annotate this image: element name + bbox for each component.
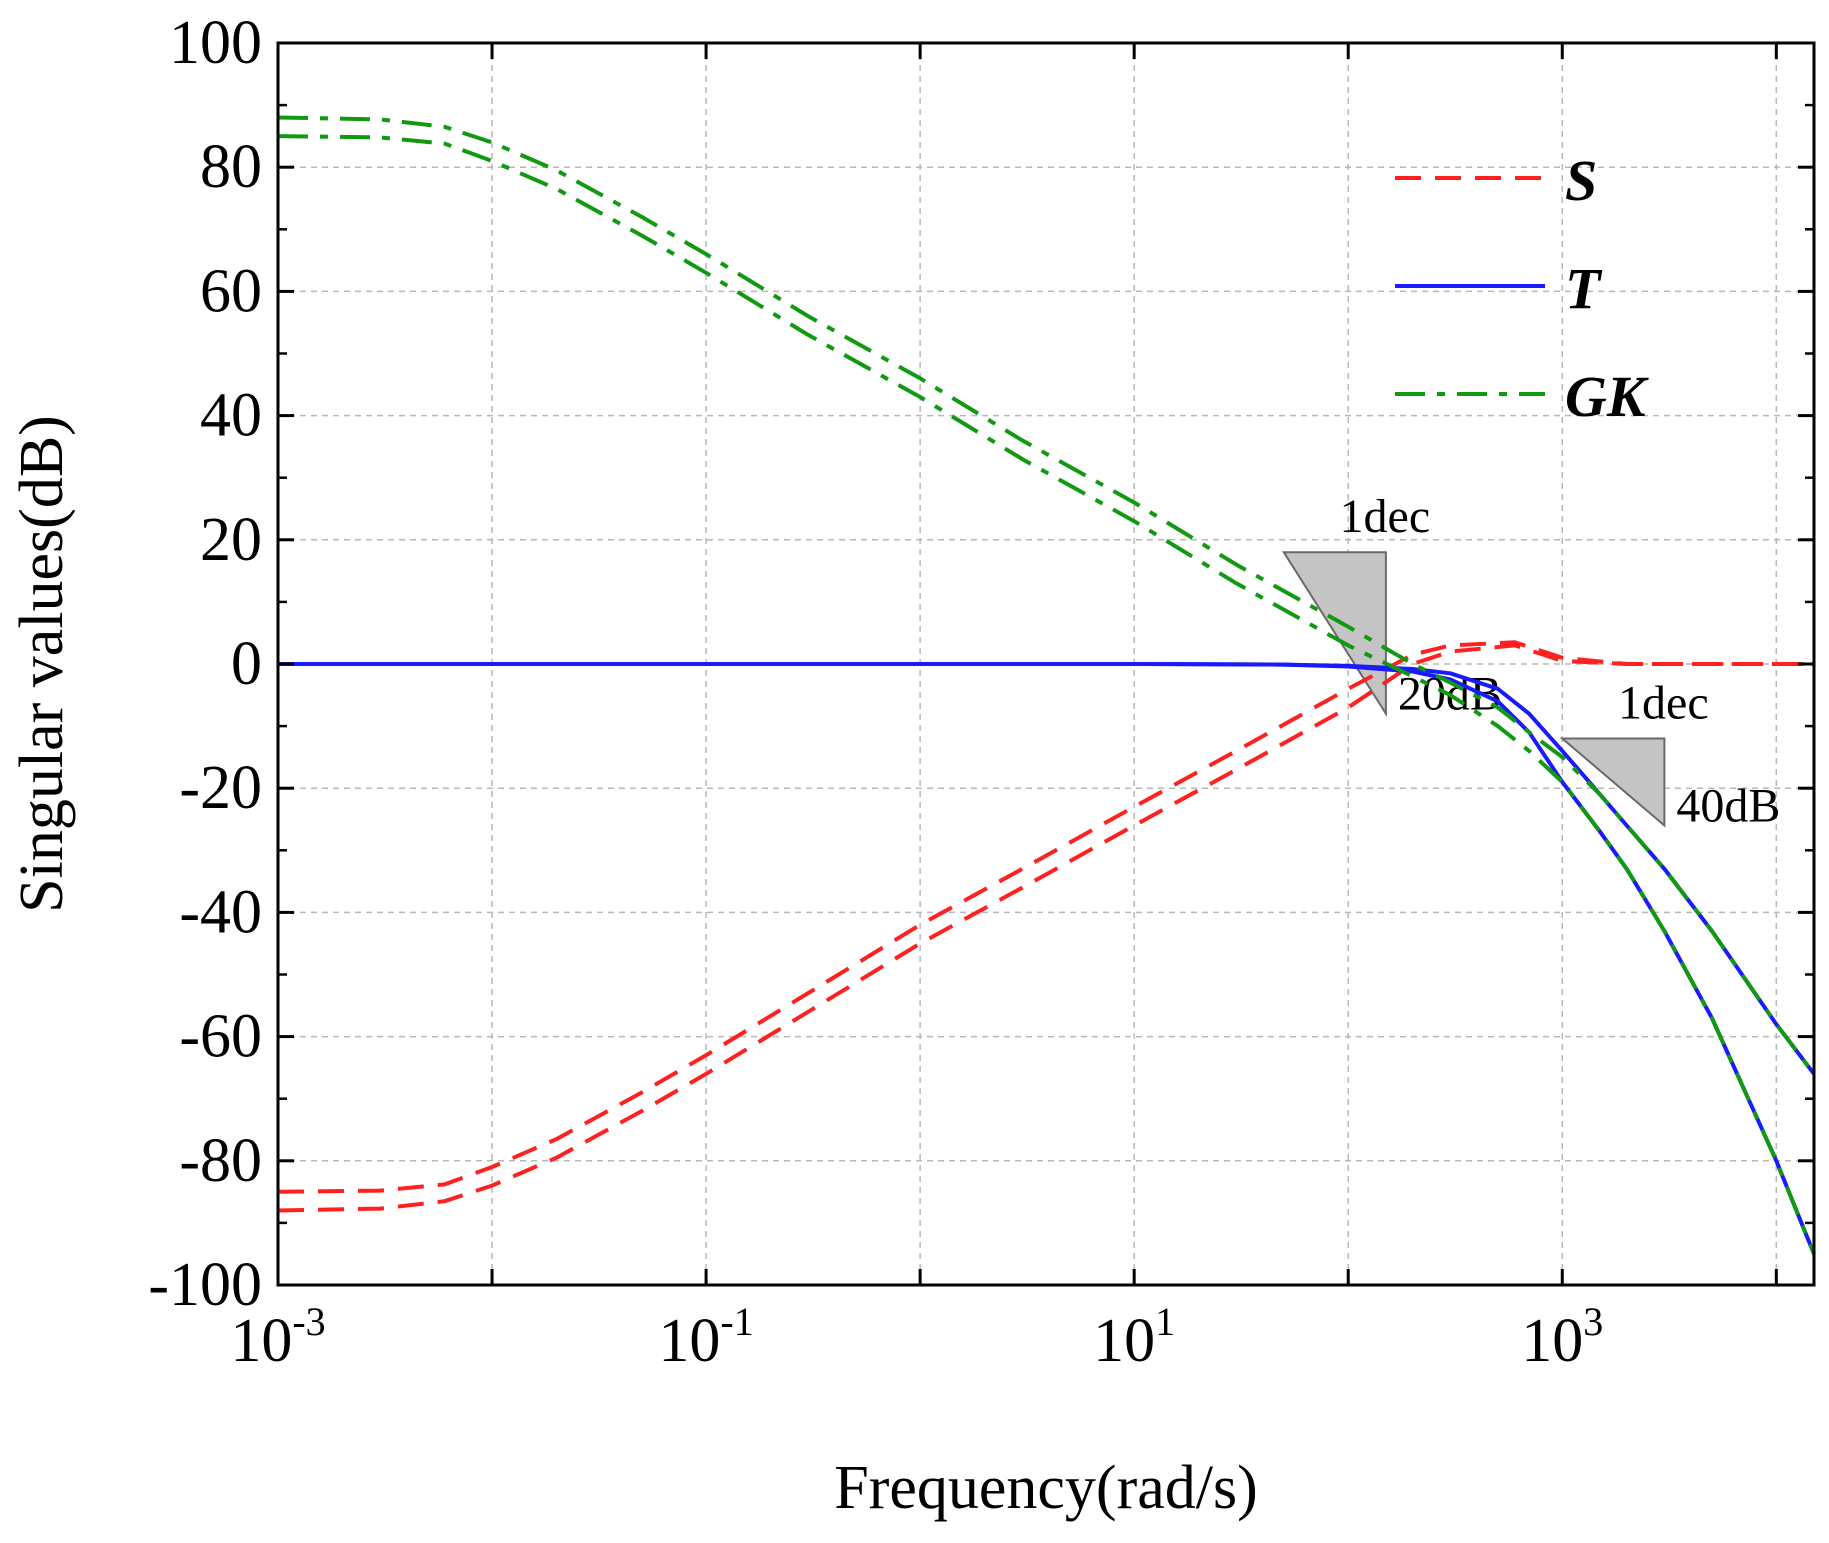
y-tick-label: -60: [179, 1003, 262, 1071]
slope-40db-side-label: 40dB: [1676, 779, 1780, 832]
legend-label-t: T: [1565, 256, 1603, 321]
legend-label-s: S: [1565, 148, 1597, 213]
series-line-t: [278, 662, 1816, 1076]
slope-40db-top-label: 1dec: [1618, 677, 1709, 730]
slope-20db-top-label: 1dec: [1340, 490, 1431, 543]
y-tick-label: 20: [200, 506, 262, 574]
y-tick-label: 100: [169, 9, 262, 77]
legend: ST GK: [1395, 148, 1649, 429]
y-tick-label: -40: [179, 878, 262, 946]
x-axis-label: Frequency(rad/s): [834, 1454, 1258, 1522]
x-tick-label: 101: [1093, 1299, 1175, 1375]
series-lines: [277, 115, 1816, 1255]
y-tick-label: -80: [179, 1127, 262, 1195]
x-tick-label: 10-1: [658, 1299, 753, 1375]
y-tick-label: -100: [148, 1251, 262, 1319]
series-line-s: [277, 640, 1814, 1194]
x-tick-label: 103: [1521, 1299, 1603, 1375]
series-line-gk: [277, 134, 1816, 1255]
series-line-gk: [277, 115, 1816, 1076]
y-tick-label: 40: [200, 382, 262, 450]
y-tick-label: 80: [200, 133, 262, 201]
y-tick-label: 60: [200, 257, 262, 325]
y-axis-label: Singular values(dB): [8, 415, 76, 913]
y-tick-label: -20: [179, 754, 262, 822]
slope-20db-triangle: [1281, 551, 1387, 718]
series-line-s: [277, 643, 1814, 1213]
y-tick-label: 0: [231, 630, 262, 698]
x-tick-label: 10-3: [230, 1299, 325, 1375]
legend-label-gk: GK: [1565, 364, 1649, 429]
slope-40db-triangle: [1559, 737, 1666, 828]
